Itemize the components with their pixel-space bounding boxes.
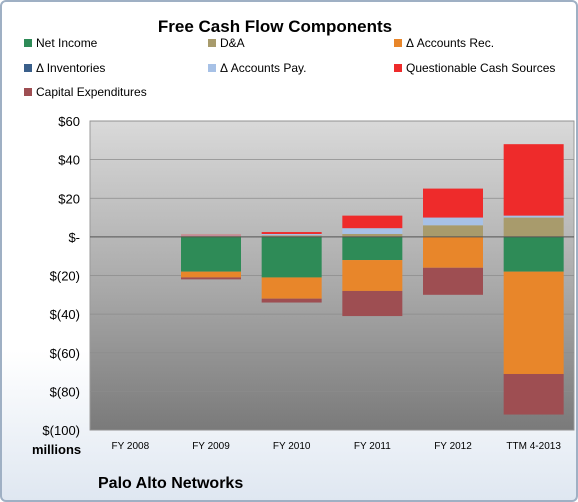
legend-label-capital-expenditures: Capital Expenditures <box>36 85 147 99</box>
bar-net-income-fy-2010 <box>261 236 322 278</box>
legend-swatch-accounts-rec <box>394 39 402 47</box>
y-tick-label: $(60) <box>50 346 80 361</box>
legend: Net Income D&A Δ Accounts Rec. Δ Inventorie… <box>24 36 555 99</box>
legend-label-accounts-pay: Δ Accounts Pay. <box>220 61 307 75</box>
gridlines <box>90 120 574 431</box>
company-label: Palo Alto Networks <box>98 475 243 492</box>
bar-capital-expenditures-fy-2011 <box>342 290 403 317</box>
y-tick-label: $(20) <box>50 269 80 284</box>
bar-accounts-rec-fy-2011 <box>342 260 403 291</box>
y-tick-label: $40 <box>58 153 80 168</box>
legend-label-questionable-cash-sources: Questionable Cash Sources <box>406 61 555 75</box>
x-category-label: FY 2012 <box>434 441 472 452</box>
legend-label-accounts-rec: Δ Accounts Rec. <box>406 36 494 50</box>
bar-accounts-rec-fy-2009 <box>181 271 241 278</box>
y-tick-label: $- <box>68 230 80 245</box>
legend-swatch-net-income <box>24 39 32 47</box>
bar-d-a-ttm-4-2013 <box>503 217 564 237</box>
y-tick-label: $60 <box>58 114 80 129</box>
x-category-label: FY 2011 <box>354 441 391 452</box>
bar-questionable-cash-sources-fy-2009 <box>181 234 241 236</box>
legend-swatch-accounts-pay <box>208 64 216 72</box>
units-label: millions <box>32 442 81 457</box>
legend-label-inventories: Δ Inventories <box>36 61 105 75</box>
bar-accounts-rec-ttm-4-2013 <box>503 271 564 374</box>
x-category-label: FY 2010 <box>273 441 311 452</box>
y-tick-label: $(80) <box>50 384 80 399</box>
bar-accounts-rec-fy-2010 <box>261 277 322 299</box>
legend-swatch-inventories <box>24 64 32 72</box>
bar-capital-expenditures-ttm-4-2013 <box>503 373 564 415</box>
x-category-label: FY 2008 <box>112 441 150 452</box>
bar-capital-expenditures-fy-2010 <box>261 298 322 303</box>
bar-net-income-fy-2011 <box>342 236 403 261</box>
bar-net-income-ttm-4-2013 <box>503 236 564 272</box>
legend-label-d-a: D&A <box>220 36 245 50</box>
legend-label-net-income: Net Income <box>36 36 98 50</box>
x-axis: FY 2008 FY 2009 FY 2010 FY 2011 FY 2012 TTM 4… <box>112 441 562 452</box>
bar-accounts-pay-fy-2011 <box>342 228 403 234</box>
chart-title: Free Cash Flow Components <box>158 17 392 36</box>
y-tick-label: $(100) <box>42 423 80 438</box>
bar-questionable-cash-sources-fy-2012 <box>423 188 483 218</box>
bars <box>181 144 564 415</box>
bar-d-a-fy-2010 <box>261 235 322 237</box>
y-axis: $60 $40 $20 $- $(20) $(40) $(60) $(80) $(100) <box>42 114 80 438</box>
bar-d-a-fy-2012 <box>423 225 483 237</box>
bar-questionable-cash-sources-fy-2011 <box>342 215 403 229</box>
bar-accounts-pay-fy-2009 <box>181 235 241 236</box>
legend-swatch-d-a <box>208 39 216 47</box>
bar-accounts-pay-fy-2010 <box>261 233 322 236</box>
bar-capital-expenditures-fy-2012 <box>423 267 483 295</box>
bar-accounts-pay-fy-2012 <box>423 217 483 226</box>
legend-swatch-capital-expenditures <box>24 88 32 96</box>
x-category-label: FY 2009 <box>192 441 230 452</box>
bar-capital-expenditures-fy-2009 <box>181 277 241 280</box>
bar-net-income-fy-2009 <box>181 236 241 272</box>
bar-accounts-pay-ttm-4-2013 <box>503 215 564 218</box>
y-tick-label: $(40) <box>50 307 80 322</box>
bar-accounts-rec-fy-2012 <box>423 236 483 268</box>
bar-questionable-cash-sources-ttm-4-2013 <box>503 144 564 216</box>
x-category-label: TTM 4-2013 <box>506 441 561 452</box>
y-tick-label: $20 <box>58 191 80 206</box>
bar-questionable-cash-sources-fy-2010 <box>261 232 322 234</box>
bar-d-a-fy-2011 <box>342 233 403 237</box>
legend-swatch-questionable-cash-sources <box>394 64 402 72</box>
